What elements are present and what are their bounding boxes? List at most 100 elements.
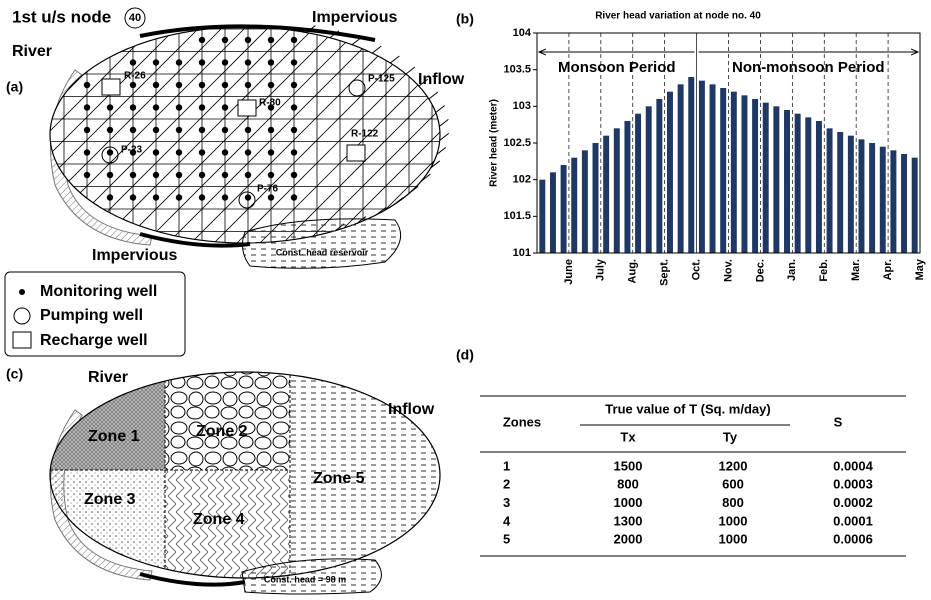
well-label: P-76: [257, 184, 279, 195]
bar: [667, 92, 673, 253]
bar: [710, 84, 716, 253]
monitoring-well: [245, 127, 251, 133]
monitoring-well: [84, 82, 90, 88]
zone-label: Zone 2: [196, 423, 248, 440]
legend-label: Recharge well: [40, 332, 148, 349]
monitoring-well: [84, 104, 90, 110]
bar: [805, 117, 811, 253]
monitoring-well: [245, 59, 251, 65]
monitoring-well: [107, 172, 113, 178]
monitoring-well: [199, 194, 205, 200]
bar: [859, 139, 865, 253]
table-cell: 0.0001: [833, 513, 873, 528]
monitoring-well: [268, 127, 274, 133]
bar: [912, 158, 918, 253]
y-tick-label: 102.5: [503, 137, 531, 149]
monitoring-well: [199, 82, 205, 88]
monitoring-well: [222, 104, 228, 110]
table-cell: 0.0002: [833, 495, 873, 510]
monitoring-well: [222, 127, 228, 133]
table-cell: 4: [503, 513, 511, 528]
x-tick-label: Dec.: [754, 259, 766, 282]
monitoring-well: [84, 172, 90, 178]
monitoring-well: [222, 59, 228, 65]
y-tick-label: 102: [513, 174, 531, 186]
monitoring-well: [153, 127, 159, 133]
reservoir-label: Const. head reservoir: [276, 247, 369, 257]
bar: [571, 158, 577, 253]
monitoring-well: [268, 82, 274, 88]
table-cell: 800: [617, 477, 639, 492]
bar: [869, 143, 875, 253]
x-tick-label: Feb.: [818, 259, 830, 282]
table-cell: 3: [503, 495, 510, 510]
monitoring-well: [84, 149, 90, 155]
monitoring-well: [245, 194, 251, 200]
x-tick-label: Sept.: [659, 259, 671, 286]
monitoring-well: [130, 127, 136, 133]
x-tick-label: Mar.: [850, 259, 862, 281]
inflow-tick: [439, 119, 448, 126]
y-axis-label: River head (meter): [489, 99, 500, 187]
node-label: 1st u/s node: [12, 7, 111, 26]
monitoring-well: [291, 172, 297, 178]
inflow-tick: [429, 92, 438, 99]
bar: [539, 180, 545, 253]
table-cell: 0.0006: [833, 532, 873, 547]
bar: [837, 132, 843, 253]
monitoring-well: [107, 194, 113, 200]
zone-label: Zone 1: [88, 428, 140, 445]
monitoring-well: [245, 82, 251, 88]
monitoring-well: [268, 194, 274, 200]
zone-label: Zone 4: [193, 511, 245, 528]
monitoring-well: [107, 104, 113, 110]
monitoring-well: [84, 127, 90, 133]
table-body: 1150012000.000428006000.0003310008000.00…: [503, 458, 874, 546]
panel-label: (b): [456, 11, 474, 27]
bar: [550, 172, 556, 253]
bar: [624, 121, 630, 253]
recharge-well: [238, 100, 256, 116]
x-tick-label: Aug.: [627, 259, 639, 283]
bar-chart: 101101.5102102.5103103.5104JuneJulyAug.S…: [503, 27, 925, 286]
bar: [720, 88, 726, 253]
legend-symbol: [19, 289, 25, 295]
monitoring-well: [176, 127, 182, 133]
x-tick-label: Jan.: [786, 259, 798, 281]
monitoring-well: [291, 194, 297, 200]
monitoring-well: [176, 172, 182, 178]
monitoring-well: [245, 149, 251, 155]
inflow-tick: [436, 105, 445, 112]
monitoring-well: [199, 104, 205, 110]
well-label: R-26: [124, 71, 146, 82]
inflow-label: Inflow: [418, 71, 465, 88]
zone-label: Zone 3: [84, 491, 136, 508]
monitoring-well: [222, 82, 228, 88]
panel-label: (a): [6, 79, 23, 95]
bar: [848, 136, 854, 253]
monitoring-well: [222, 194, 228, 200]
monitoring-well: [245, 37, 251, 43]
y-tick-label: 103.5: [503, 64, 531, 76]
y-tick-label: 101: [513, 247, 531, 259]
monitoring-well: [130, 172, 136, 178]
panel-label: (c): [6, 366, 23, 382]
monitoring-well: [291, 37, 297, 43]
figure: 40 1st u/s node Impervious River (a) Inf…: [0, 0, 931, 595]
panel-label: (d): [456, 347, 474, 363]
monitoring-well: [176, 194, 182, 200]
bar: [795, 114, 801, 253]
bar: [582, 150, 588, 253]
monitoring-well: [130, 104, 136, 110]
table-header: Tx: [620, 429, 636, 444]
bar: [773, 106, 779, 253]
monitoring-well: [291, 59, 297, 65]
bar: [593, 143, 599, 253]
monitoring-well: [199, 37, 205, 43]
monitoring-well: [107, 127, 113, 133]
x-tick-label: Nov.: [722, 259, 734, 282]
inflow-tick: [406, 67, 415, 74]
river-label: River: [12, 43, 52, 60]
table-cell: 5: [503, 532, 510, 547]
monitoring-well: [199, 172, 205, 178]
